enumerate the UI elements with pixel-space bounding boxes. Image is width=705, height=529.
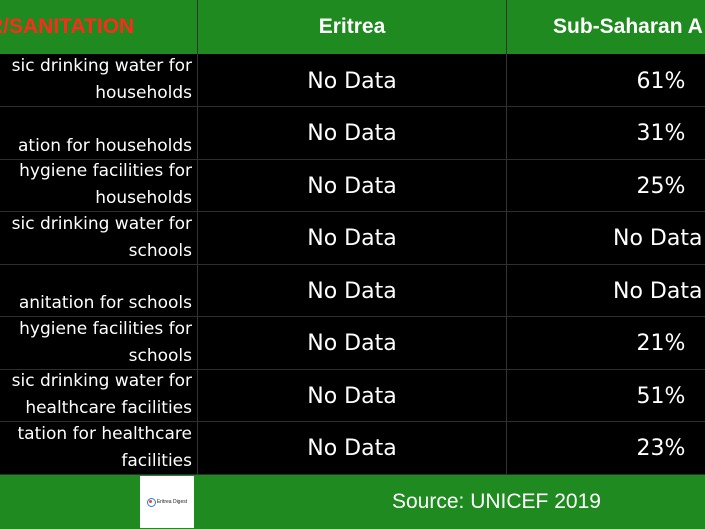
table-row: sic drinking water for households No Data 6…: [0, 55, 705, 107]
eritrea-value: No Data: [307, 383, 397, 409]
table-header: R/SANITATION Eritrea Sub-Saharan A: [0, 0, 705, 54]
table-row: sic drinking water for schools No Data No D…: [0, 213, 705, 265]
indicator-cell: tation for healthcare facilities: [0, 423, 192, 475]
eritrea-value: No Data: [307, 226, 397, 251]
sub-saharan-africa-value: 51%: [636, 383, 686, 409]
indicator-line: hygiene facilities for: [19, 161, 192, 181]
sub-saharan-africa-value: 23%: [636, 436, 686, 461]
indicator-line: facilities: [121, 450, 192, 471]
indicator-line: hygiene facilities for: [19, 318, 192, 339]
indicator-line: anitation for schools: [18, 293, 192, 313]
source-text: Source: UNICEF 2019: [392, 490, 601, 513]
indicator-line: sic drinking water for: [11, 371, 192, 391]
indicator-line: sic drinking water for: [11, 213, 192, 234]
sub-saharan-africa-value: 31%: [636, 121, 686, 146]
table-row: sic drinking water for healthcare facilit…: [0, 370, 705, 422]
eritrea-value: No Data: [307, 436, 397, 461]
table-row: anitation for schools No Data No Data: [0, 265, 705, 317]
indicator-cell: sic drinking water for schools: [0, 213, 192, 265]
eritrea-digest-logo: Eritrea Digest: [140, 476, 194, 528]
indicator-line: households: [95, 83, 192, 103]
sub-saharan-africa-value: No Data: [613, 226, 703, 251]
eritrea-value: No Data: [307, 121, 397, 146]
sub-saharan-africa-value: 61%: [636, 68, 686, 94]
indicator-line: sic drinking water for: [11, 56, 192, 76]
indicator-line: healthcare facilities: [25, 398, 192, 418]
table-row: ation for households No Data 31%: [0, 108, 705, 160]
indicator-cell: sic drinking water for households: [0, 55, 192, 107]
indicator-line: ation for households: [18, 135, 192, 156]
eritrea-value: No Data: [307, 278, 397, 304]
logo-icon: [146, 497, 156, 507]
eritrea-value: No Data: [307, 68, 397, 94]
table-row: hygiene facilities for households No Data 2…: [0, 160, 705, 212]
header-indicator: R/SANITATION: [0, 15, 135, 38]
eritrea-value: No Data: [307, 331, 397, 356]
indicator-line: households: [95, 188, 192, 208]
table-row: tation for healthcare facilities No Data 23…: [0, 423, 705, 475]
header-sub-saharan-africa: Sub-Saharan A: [553, 15, 703, 38]
header-eritrea: Eritrea: [318, 15, 386, 38]
column-divider: [506, 0, 507, 475]
indicator-cell: hygiene facilities for households: [0, 160, 192, 212]
indicator-cell: anitation for schools: [0, 265, 192, 317]
indicator-line: schools: [128, 240, 192, 261]
sub-saharan-africa-value: No Data: [613, 278, 703, 304]
indicator-cell: hygiene facilities for schools: [0, 318, 192, 370]
footer-bar: [0, 475, 705, 529]
indicator-cell: sic drinking water for healthcare facilit…: [0, 370, 192, 422]
indicator-line: schools: [128, 345, 192, 366]
indicator-cell: ation for households: [0, 108, 192, 160]
sub-saharan-africa-value: 25%: [636, 173, 686, 199]
column-divider: [197, 0, 198, 475]
eritrea-value: No Data: [307, 173, 397, 199]
sub-saharan-africa-value: 21%: [636, 331, 686, 356]
table-row: hygiene facilities for schools No Data 21%: [0, 318, 705, 370]
table-body: sic drinking water for households No Data 6…: [0, 55, 705, 475]
indicator-line: tation for healthcare: [17, 423, 192, 444]
logo-text: Eritrea Digest: [156, 499, 188, 505]
